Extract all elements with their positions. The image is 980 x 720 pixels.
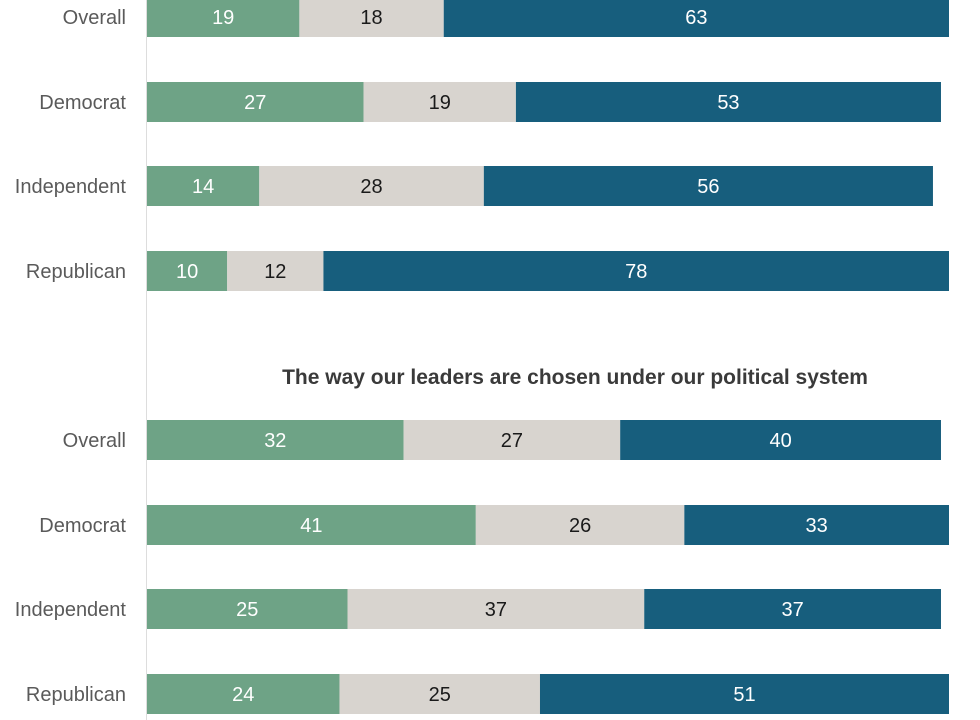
bar-value-label: 78 [625,261,647,283]
bar-value-label: 32 [264,430,286,452]
bar-segment-series-b [299,0,444,37]
bar-segment-series-c [684,505,949,545]
bar-value-label: 25 [429,684,451,706]
bar-segment-series-a [147,420,404,460]
chart-panel-1: Overall 19 18 63 Democrat 27 19 53 Independent 14… [15,0,949,291]
bar-segment-series-a [147,589,348,629]
bar-value-label: 26 [569,515,591,537]
bar-value-label: 27 [501,430,523,452]
bar-segment-series-c [515,82,941,122]
category-label: Independent [15,599,127,621]
bar-value-label: 37 [485,599,507,621]
bar-segment-series-a [147,82,364,122]
category-label: Republican [26,684,126,706]
bar-value-label: 19 [212,7,234,29]
chart-panels: Overall 19 18 63 Democrat 27 19 53 Independent 14… [15,0,949,714]
bar-segment-series-a [147,251,228,291]
bar-segment-series-c [443,0,949,37]
category-label: Overall [63,7,126,29]
bar-segment-series-c [644,589,941,629]
panel-title: The way our leaders are chosen under our… [282,366,868,389]
category-label: Independent [15,176,127,198]
bar-value-label: 51 [733,684,755,706]
bar-segment-series-c [323,251,949,291]
chart-panel-2: The way our leaders are chosen under our… [15,366,949,714]
bar-segment-series-c [483,166,933,206]
bar-segment-series-b [475,505,685,545]
category-label: Democrat [39,515,126,537]
bar-value-label: 19 [429,92,451,114]
bar-value-label: 10 [176,261,198,283]
bar-value-label: 18 [360,7,382,29]
bar-value-label: 24 [232,684,254,706]
bar-value-label: 33 [806,515,828,537]
bar-value-label: 40 [769,430,791,452]
category-label: Overall [63,430,126,452]
bar-segment-series-b [363,82,516,122]
bar-segment-series-a [147,166,260,206]
bar-value-label: 41 [300,515,322,537]
bar-segment-series-a [147,0,300,37]
bar-value-label: 25 [236,599,258,621]
bar-segment-series-c [539,674,949,714]
bar-value-label: 56 [697,176,719,198]
bar-segment-series-b [259,166,484,206]
bar-segment-series-a [147,505,476,545]
bar-value-label: 27 [244,92,266,114]
bar-value-label: 28 [360,176,382,198]
category-label: Democrat [39,92,126,114]
bar-value-label: 63 [685,7,707,29]
bar-value-label: 53 [717,92,739,114]
bar-segment-series-b [347,589,645,629]
bar-value-label: 12 [264,261,286,283]
bar-value-label: 14 [192,176,214,198]
bar-segment-series-b [227,251,324,291]
bar-segment-series-b [403,420,621,460]
bar-value-label: 37 [781,599,803,621]
category-label: Republican [26,261,126,283]
bar-segment-series-c [620,420,941,460]
bar-segment-series-b [339,674,540,714]
bar-segment-series-a [147,674,340,714]
